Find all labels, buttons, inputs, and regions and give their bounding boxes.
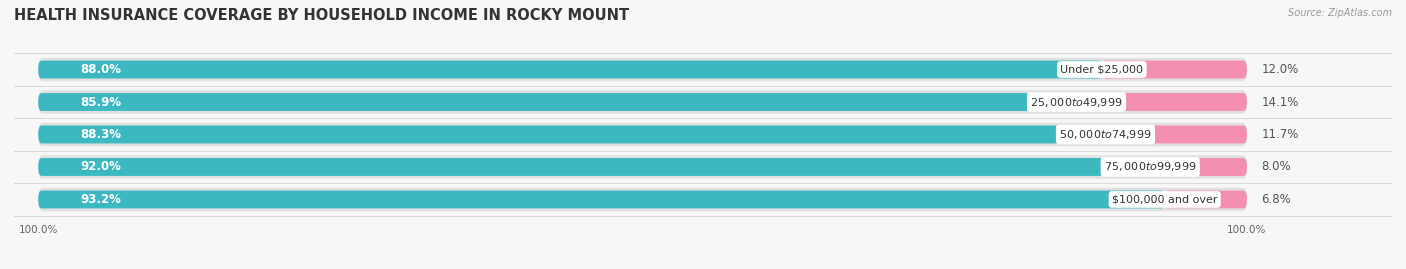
Text: 85.9%: 85.9% (80, 95, 122, 108)
Text: 14.1%: 14.1% (1261, 95, 1299, 108)
Text: 93.2%: 93.2% (80, 193, 121, 206)
FancyBboxPatch shape (1105, 126, 1247, 143)
Text: 8.0%: 8.0% (1261, 161, 1291, 174)
Text: Source: ZipAtlas.com: Source: ZipAtlas.com (1288, 8, 1392, 18)
Text: HEALTH INSURANCE COVERAGE BY HOUSEHOLD INCOME IN ROCKY MOUNT: HEALTH INSURANCE COVERAGE BY HOUSEHOLD I… (14, 8, 630, 23)
FancyBboxPatch shape (38, 93, 1077, 111)
FancyBboxPatch shape (1150, 158, 1247, 176)
FancyBboxPatch shape (1077, 93, 1247, 111)
FancyBboxPatch shape (38, 158, 1150, 176)
FancyBboxPatch shape (38, 90, 1247, 114)
FancyBboxPatch shape (38, 155, 1247, 179)
FancyBboxPatch shape (38, 190, 1164, 208)
FancyBboxPatch shape (38, 188, 1247, 211)
Text: $100,000 and over: $100,000 and over (1112, 194, 1218, 204)
Text: 11.7%: 11.7% (1261, 128, 1299, 141)
Text: $50,000 to $74,999: $50,000 to $74,999 (1059, 128, 1152, 141)
Text: 12.0%: 12.0% (1261, 63, 1299, 76)
FancyBboxPatch shape (1102, 61, 1247, 79)
Text: Under $25,000: Under $25,000 (1060, 65, 1143, 75)
Text: 6.8%: 6.8% (1261, 193, 1291, 206)
FancyBboxPatch shape (38, 61, 1102, 79)
FancyBboxPatch shape (38, 126, 1105, 143)
Text: 88.0%: 88.0% (80, 63, 121, 76)
FancyBboxPatch shape (1164, 190, 1247, 208)
Text: 92.0%: 92.0% (80, 161, 121, 174)
FancyBboxPatch shape (38, 123, 1247, 146)
Text: 88.3%: 88.3% (80, 128, 121, 141)
Text: $75,000 to $99,999: $75,000 to $99,999 (1104, 161, 1197, 174)
FancyBboxPatch shape (38, 58, 1247, 81)
Text: $25,000 to $49,999: $25,000 to $49,999 (1031, 95, 1123, 108)
